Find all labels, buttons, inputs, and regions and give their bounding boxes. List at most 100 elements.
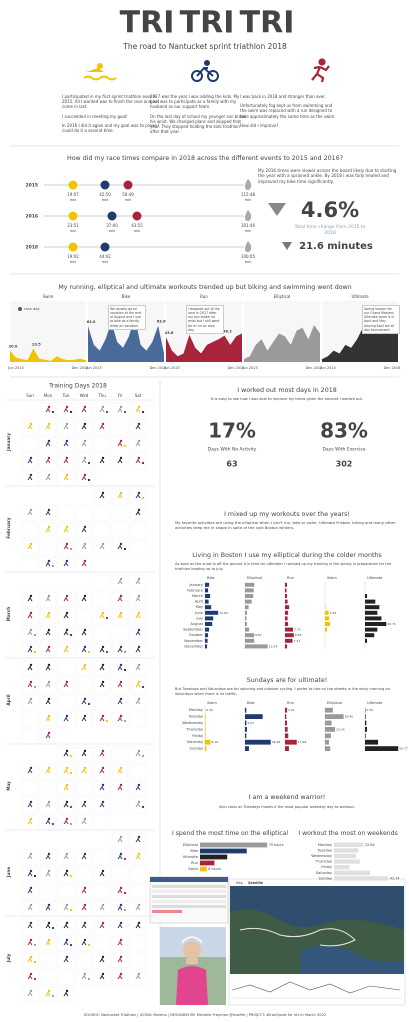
day-cell [21, 436, 39, 453]
category-label: Tuesday [187, 715, 203, 719]
activity-icon [81, 769, 87, 774]
day-cell [75, 642, 93, 659]
day-cell [57, 866, 75, 883]
activity-icon [63, 614, 69, 619]
day-cell [93, 591, 111, 608]
activity-icon [117, 545, 123, 550]
activity-icon [117, 648, 123, 653]
day-cell [39, 711, 57, 728]
day-cell [129, 935, 147, 952]
day-cell [75, 918, 93, 935]
activity-icon [99, 975, 105, 980]
day-cell [111, 660, 129, 677]
category-label: Saturday [187, 740, 204, 744]
day-cell [21, 642, 39, 659]
day-cell [75, 814, 93, 831]
value-label: 3.21 [288, 708, 295, 712]
day-cell [111, 918, 129, 935]
category-label: Bike [190, 849, 198, 853]
activity-head [29, 989, 33, 993]
panel-title: Bike [122, 294, 131, 299]
activity-head [29, 645, 33, 649]
bar [285, 727, 288, 732]
day-cell [21, 419, 39, 436]
day-cell [57, 436, 75, 453]
bar [205, 616, 214, 621]
day-cell [75, 883, 93, 900]
bar [205, 622, 213, 626]
activity-icon [99, 683, 105, 688]
value-label: 12.83 [219, 611, 228, 615]
day-cell [39, 522, 57, 539]
event-icon [100, 242, 110, 252]
activity-icon [45, 803, 51, 808]
kpi-pct: 17% [208, 419, 256, 443]
activity-head [65, 749, 69, 753]
day-cell [93, 918, 111, 935]
day-cell [129, 694, 147, 711]
activity-head [123, 891, 127, 895]
activity-icon [135, 459, 141, 464]
value-label: 43.6 [165, 331, 174, 335]
activity-head [123, 719, 127, 723]
activity-head [29, 886, 33, 890]
activity-icon [81, 442, 87, 447]
activity-icon [135, 683, 141, 688]
map-tab: Satellite [248, 881, 263, 885]
intro-paragraph: Unfortunately fog kept us from swimming … [240, 103, 336, 119]
activity-icon [45, 924, 51, 929]
activity-icon [117, 700, 123, 705]
bar [325, 746, 331, 751]
activity-icon [63, 992, 69, 997]
activity-head [87, 702, 91, 706]
day-cell [93, 711, 111, 728]
category-label: Thursday [185, 727, 204, 731]
activity-head [47, 559, 51, 563]
activity-head [47, 628, 51, 632]
day-cell [129, 918, 147, 935]
activity-icon [63, 941, 69, 946]
activity-icon [81, 666, 87, 671]
day-cell [111, 453, 129, 470]
category-label: Run [191, 861, 198, 865]
intro-paragraph: How did I improve? [240, 122, 279, 128]
activity-head [137, 594, 141, 598]
bar [200, 842, 268, 848]
bar [205, 605, 212, 610]
category-label: March [192, 594, 203, 598]
day-cell [21, 711, 39, 728]
activity-head [137, 749, 141, 753]
bar [285, 616, 288, 621]
day-cell [111, 436, 129, 453]
bar [205, 627, 210, 632]
activity-head [83, 852, 87, 856]
activity-head [119, 852, 123, 856]
activity-icon [117, 683, 123, 688]
activity-icon [135, 580, 141, 585]
value-label: 0.30 [206, 708, 213, 712]
day-cell [129, 522, 147, 539]
activity-head [123, 668, 127, 672]
panel-header: Bike [207, 576, 215, 580]
category-label: Sunday [190, 747, 204, 751]
activity-icon [45, 425, 51, 430]
value-label: 63.0 [87, 320, 96, 324]
day-cell [111, 694, 129, 711]
category-label: Ultimate [183, 855, 199, 859]
activity-icon [63, 803, 69, 808]
bar [325, 720, 332, 726]
activity-head [65, 921, 69, 925]
day-cell [75, 694, 93, 711]
day-cell [75, 402, 93, 419]
day-cell [129, 402, 147, 419]
activity-head [47, 852, 51, 856]
change-min: 21.6 minutes [299, 241, 373, 252]
activity-head [83, 749, 87, 753]
bar [285, 733, 289, 739]
day-cell [111, 935, 129, 952]
activity-head [119, 921, 123, 925]
map [228, 878, 406, 1006]
day-cell [93, 660, 111, 677]
activity-head [101, 645, 105, 649]
panel-title: Swim [43, 294, 54, 299]
